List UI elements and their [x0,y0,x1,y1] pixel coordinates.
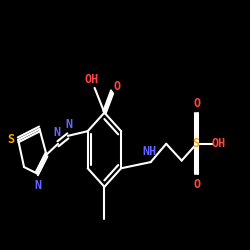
Text: OH: OH [211,137,225,150]
Text: N: N [53,126,60,140]
Text: N: N [34,179,41,192]
Text: O: O [193,97,200,110]
Text: NH: NH [142,145,156,158]
Text: S: S [7,133,14,146]
Text: S: S [192,137,200,150]
Text: O: O [113,80,120,94]
Text: OH: OH [84,72,99,86]
Text: N: N [66,118,73,132]
Text: O: O [193,178,200,191]
